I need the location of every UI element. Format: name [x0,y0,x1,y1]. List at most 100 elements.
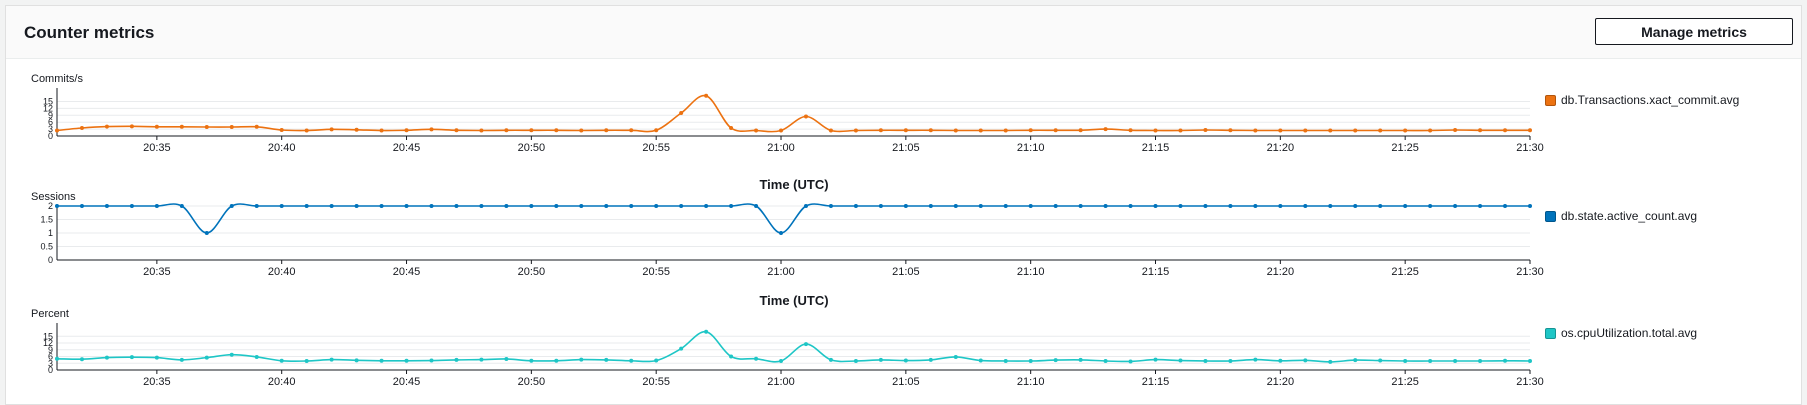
data-point [104,355,109,360]
x-tick-label: 21:25 [1391,376,1419,388]
y-tick-label: 6 [48,352,53,362]
data-point [1003,204,1008,208]
data-point [779,231,784,235]
data-point [978,128,983,133]
data-point [55,204,59,208]
data-point [454,128,459,133]
data-point [429,358,434,363]
data-point [754,204,759,208]
data-point [903,358,908,363]
data-point [554,204,559,208]
data-point [1178,204,1183,208]
x-tick-label: 21:30 [1516,376,1544,388]
data-point [1303,358,1308,363]
data-point [1103,359,1108,363]
data-point [379,128,384,133]
x-tick-label: 20:35 [143,266,171,278]
data-point [129,124,134,129]
data-point [1528,359,1532,363]
data-point [1428,359,1433,363]
x-tick-label: 20:40 [268,266,296,278]
data-point [953,128,958,133]
data-point [828,357,833,362]
x-tick-label: 20:55 [642,266,670,278]
data-point [579,204,584,208]
data-point [629,204,634,208]
data-point [55,128,59,133]
data-point [479,357,484,362]
x-tick-label: 21:15 [1142,376,1170,388]
data-point [354,358,359,363]
data-point [79,204,84,208]
data-point [304,359,309,363]
data-point [1428,204,1433,208]
data-point [1203,359,1208,363]
x-tick-label: 20:55 [642,142,670,154]
data-point [1003,128,1008,133]
panel-title: Counter metrics [24,23,155,42]
data-point [754,356,759,361]
data-point [1353,128,1358,133]
data-point [928,204,933,208]
data-point [604,357,609,362]
data-point [654,358,659,363]
data-point [179,357,184,362]
x-tick-label: 20:50 [518,376,546,388]
data-point [1453,128,1458,133]
legend-commit[interactable]: db.Transactions.xact_commit.avg [1545,93,1739,107]
manage-metrics-button[interactable]: Manage metrics [1595,18,1793,45]
x-tick-label: 20:40 [268,376,296,388]
data-point [1053,128,1058,133]
x-axis-title: Time (UTC) [759,177,828,192]
x-tick-label: 21:05 [892,142,920,154]
data-point [1203,204,1208,208]
data-point [429,204,434,208]
y-tick-label: 0 [48,131,53,141]
x-tick-label: 21:00 [767,376,795,388]
x-tick-label: 20:50 [518,142,546,154]
x-tick-label: 21:05 [892,266,920,278]
data-point [1428,128,1433,133]
data-point [629,128,634,133]
data-point [204,231,209,235]
data-point [1478,204,1483,208]
data-point [104,124,109,129]
data-point [79,357,84,362]
y-tick-label: 3 [48,358,53,368]
data-point [1103,127,1108,132]
data-point [654,128,659,133]
legend-cpu[interactable]: os.cpuUtilization.total.avg [1545,326,1697,340]
data-point [1003,359,1008,363]
data-point [129,355,134,360]
data-point [928,357,933,362]
data-point [1153,128,1158,133]
data-point [1503,204,1508,208]
x-axis-title: Time (UTC) [759,293,828,308]
data-point [629,358,634,363]
data-point [1228,204,1233,208]
x-tick-label: 21:20 [1267,266,1295,278]
data-point [429,127,434,132]
data-point [504,128,509,133]
x-tick-label: 20:45 [393,266,421,278]
data-point [554,128,559,133]
data-point [179,124,184,129]
data-point [279,204,284,208]
x-tick-label: 21:20 [1267,142,1295,154]
data-point [1178,358,1183,363]
data-point [1128,128,1133,133]
legend-sessions[interactable]: db.state.active_count.avg [1545,209,1697,223]
data-point [1078,128,1083,133]
data-point [604,204,609,208]
data-point [704,329,709,334]
data-point [1153,204,1158,208]
y-tick-label: 15 [43,97,53,107]
x-tick-label: 21:30 [1516,142,1544,154]
x-tick-label: 20:45 [393,376,421,388]
y-tick-label: 3 [48,124,53,134]
data-point [754,128,759,133]
data-point [1128,204,1133,208]
data-point [154,204,159,208]
data-point [279,128,284,133]
